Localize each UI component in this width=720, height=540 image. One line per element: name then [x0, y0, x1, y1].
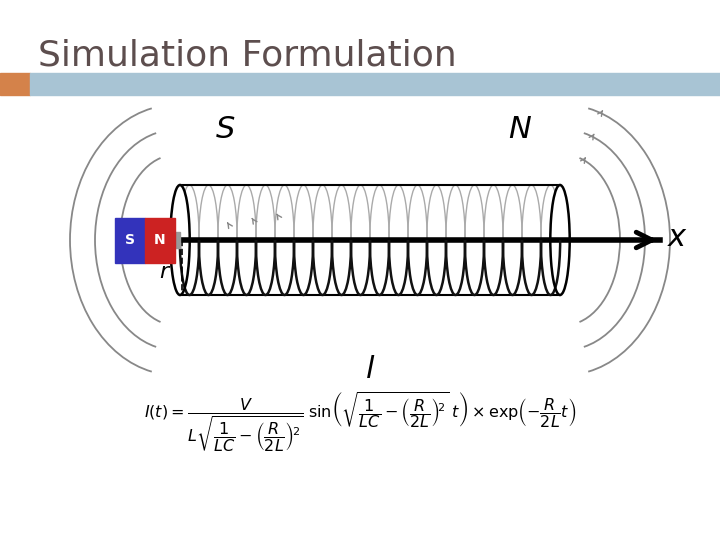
Text: S: S: [125, 233, 135, 247]
Text: N: N: [508, 116, 531, 145]
Bar: [115, 218, 145, 262]
Text: Simulation Formulation: Simulation Formulation: [38, 38, 456, 72]
Ellipse shape: [550, 185, 570, 295]
Text: S: S: [215, 116, 235, 145]
Text: $I(t) = \dfrac{V}{L\sqrt{\dfrac{1}{LC}-\left(\dfrac{R}{2L}\right)^{\!2}}} \;\sin: $I(t) = \dfrac{V}{L\sqrt{\dfrac{1}{LC}-\…: [144, 390, 576, 454]
Text: r: r: [159, 262, 168, 282]
Bar: [30, 73, 720, 95]
Ellipse shape: [171, 185, 189, 295]
Bar: [175, 232, 180, 248]
Bar: [145, 218, 175, 262]
Bar: [0, 73, 30, 95]
Text: l: l: [366, 355, 374, 384]
Text: x: x: [668, 222, 686, 252]
Text: N: N: [154, 233, 166, 247]
